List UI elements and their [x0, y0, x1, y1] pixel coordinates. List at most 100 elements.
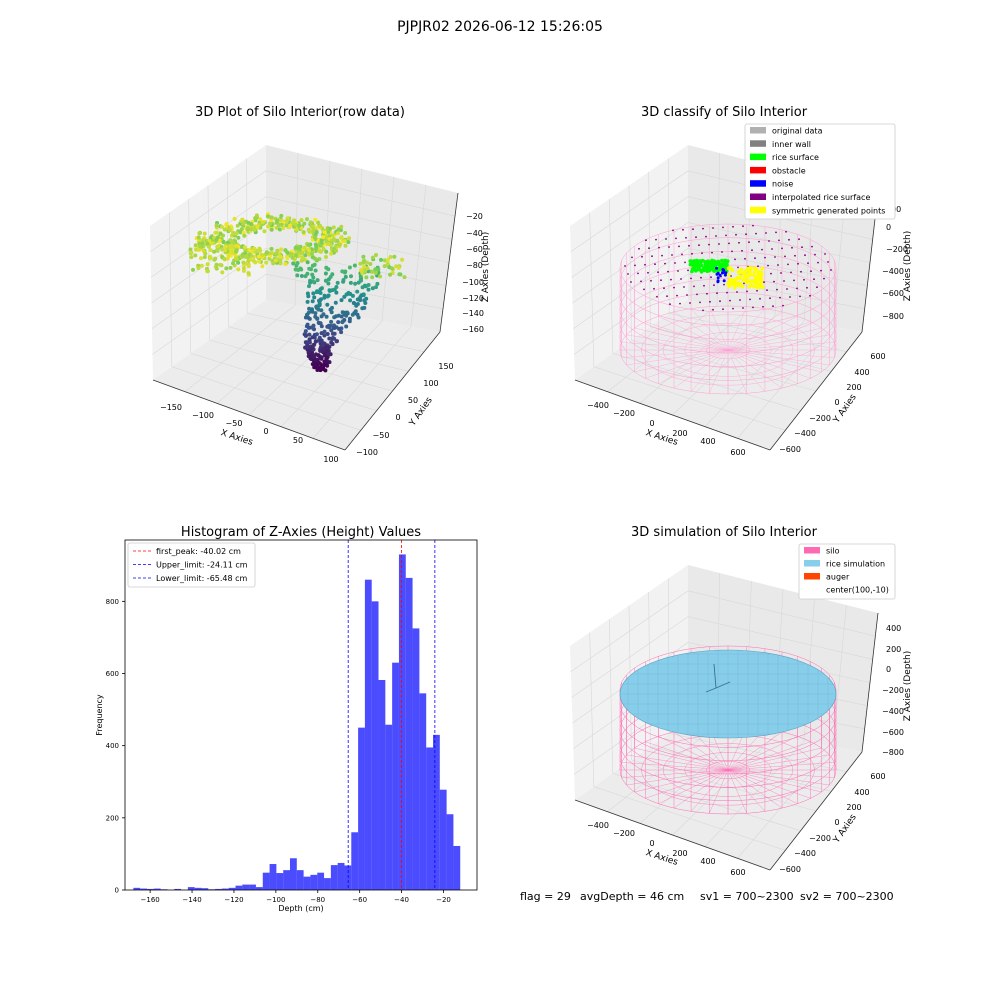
silo-spoke: [621, 762, 729, 771]
symmetric-point: [758, 284, 763, 288]
raw-point: [297, 223, 302, 228]
interpolated-point: [643, 288, 645, 291]
silo-spoke: [727, 349, 747, 394]
raw-point: [207, 239, 212, 243]
symmetric-point: [745, 275, 750, 279]
y-tick-label: 600: [870, 772, 885, 781]
raw-point: [340, 320, 345, 325]
interpolated-point: [770, 272, 772, 275]
raw-point: [323, 271, 328, 276]
legend-swatch: [750, 193, 766, 200]
histogram-bar: [358, 727, 365, 890]
sv2-value: sv2 = 700~2300: [800, 890, 894, 903]
raw-point: [332, 326, 337, 330]
raw-point: [307, 316, 312, 321]
interpolated-point: [732, 225, 734, 228]
raw-point: [300, 255, 305, 260]
silo-spoke: [727, 754, 830, 771]
x-tick-label: −200: [613, 409, 635, 418]
raw-point: [205, 241, 210, 246]
z-tick-label: −400: [882, 267, 904, 276]
raw-point: [232, 216, 237, 221]
y-ticks: 0 200 400 600 800: [106, 598, 125, 895]
y-tick-label: 600: [106, 670, 119, 678]
symmetric-point: [727, 273, 731, 277]
rice-surface-point: [695, 261, 700, 265]
z-tick-label: −800: [882, 312, 904, 321]
symmetric-point: [754, 281, 759, 285]
raw-point: [312, 235, 317, 240]
rice-surface-point: [692, 265, 696, 270]
sv1-value: sv1 = 700~2300: [700, 890, 794, 903]
interpolated-point: [630, 281, 632, 283]
interpolated-point: [651, 255, 653, 258]
raw-point: [205, 262, 210, 267]
x-tick-label: 400: [700, 437, 715, 446]
rice-surface-point: [705, 269, 710, 274]
noise-point: [721, 268, 725, 271]
interpolated-point: [761, 248, 763, 251]
interpolated-point: [687, 269, 689, 272]
raw-point: [278, 254, 283, 259]
x-tick-label: 100: [323, 455, 338, 464]
histogram-bar: [296, 870, 304, 890]
silo-spoke: [727, 747, 822, 771]
interpolated-point: [762, 305, 764, 308]
raw-point: [296, 250, 301, 255]
silo-spoke: [658, 316, 729, 351]
raw-point: [322, 333, 327, 338]
silo-spoke: [727, 762, 835, 771]
raw-point: [340, 310, 345, 315]
raw-point: [388, 255, 393, 259]
rice-surface-point: [702, 266, 706, 270]
interpolated-point: [695, 236, 697, 239]
raw-point: [258, 225, 263, 230]
interpolated-point: [790, 271, 792, 274]
noise-point: [723, 273, 727, 277]
interpolated-point: [668, 246, 670, 248]
x-tick-label: −120: [224, 896, 243, 904]
raw-point: [314, 304, 319, 309]
raw-point: [315, 278, 320, 283]
legend-swatch: [750, 166, 766, 174]
legend-label: interpolated rice surface: [772, 193, 870, 202]
raw-point: [236, 267, 241, 272]
z-axis-label: Z Axies (Depth): [903, 231, 913, 302]
interpolated-point: [806, 286, 808, 289]
raw-point: [326, 242, 330, 247]
raw-point: [332, 315, 337, 320]
interpolated-point: [702, 309, 704, 312]
silo-spoke: [727, 736, 798, 771]
legend-label: obstacle: [772, 166, 806, 175]
raw-point: [326, 352, 331, 357]
interpolated-point: [654, 263, 656, 266]
raw-point: [340, 269, 345, 274]
raw-point: [305, 260, 310, 265]
raw-point: [310, 299, 315, 304]
legend-swatch: [750, 140, 766, 147]
interpolated-point: [780, 272, 782, 274]
interpolated-point: [741, 249, 743, 252]
raw-point: [269, 246, 274, 251]
y-tick-labels: −600 −400 −200 0 200 400 600: [779, 772, 886, 874]
y-tick-label: 0: [395, 413, 400, 422]
raw-point: [318, 348, 323, 353]
raw-point: [351, 301, 356, 305]
interpolated-point: [689, 302, 691, 304]
silo-spoke: [626, 349, 729, 366]
histogram-bar: [283, 870, 290, 890]
raw-point: [202, 255, 207, 260]
raw-point: [209, 235, 213, 240]
interpolated-point: [820, 269, 822, 272]
y-tick-label: 600: [870, 352, 885, 361]
interpolated-point: [710, 276, 712, 279]
raw-point: [382, 258, 387, 263]
raw-point: [334, 248, 339, 253]
y-tick-label: 150: [438, 362, 453, 371]
histogram-bar: [317, 872, 325, 890]
interpolated-point: [634, 264, 636, 267]
z-tick-label: −100: [462, 278, 484, 287]
raw-point: [295, 261, 300, 265]
interpolated-point: [788, 238, 790, 241]
interpolated-point: [749, 298, 751, 301]
